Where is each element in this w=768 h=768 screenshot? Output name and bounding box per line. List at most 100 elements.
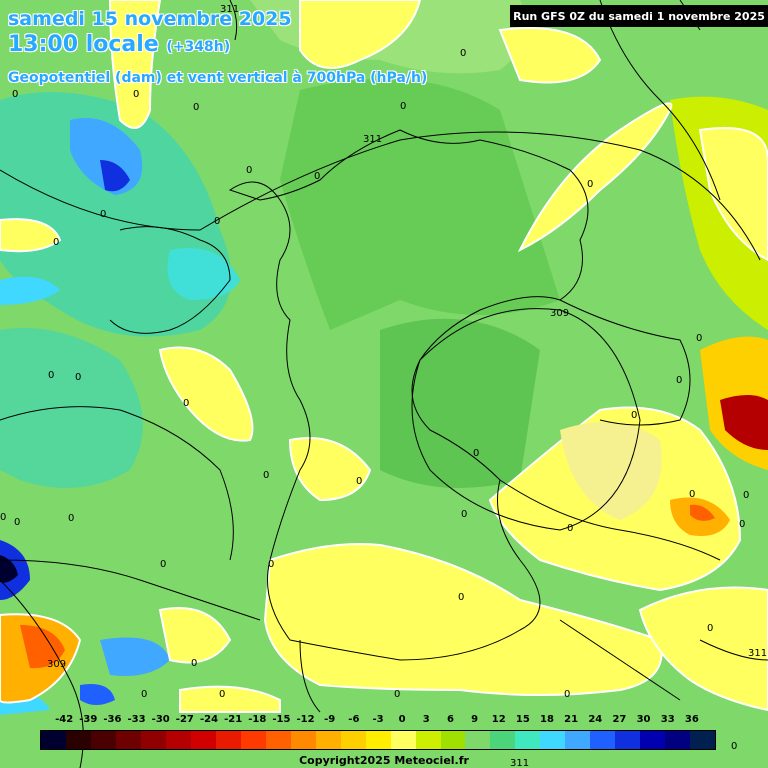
zero-label: 0 xyxy=(564,689,570,700)
scale-label: 33 xyxy=(660,714,675,725)
contour-label: 311 xyxy=(748,648,767,659)
zero-label: 0 xyxy=(191,658,197,669)
contour-311-top xyxy=(229,0,238,41)
scale-label: -30 xyxy=(151,714,170,725)
scale-swatch xyxy=(440,731,466,749)
scale-label: -12 xyxy=(296,714,315,725)
scale-label: 0 xyxy=(398,714,406,725)
scale-label: 12 xyxy=(491,714,506,725)
zero-label: 0 xyxy=(268,559,274,570)
zero-label: 0 xyxy=(356,476,362,487)
copyright: Copyright2025 Meteociel.fr xyxy=(299,754,469,767)
yellow-zone xyxy=(0,218,62,253)
yellow-zone xyxy=(288,437,372,502)
scale-label: 3 xyxy=(422,714,430,725)
yellow-zone xyxy=(638,586,768,712)
scale-label: -18 xyxy=(248,714,267,725)
scale-swatch xyxy=(115,731,141,749)
scale-swatch xyxy=(41,731,66,749)
zero-label: 0 xyxy=(219,689,225,700)
contour-label: 311 xyxy=(220,4,239,15)
yellow-zone xyxy=(108,0,162,129)
zero-label: 0 xyxy=(68,513,74,524)
zero-label: 0 xyxy=(183,398,189,409)
zero-label: 0 xyxy=(739,519,745,530)
scale-swatch xyxy=(590,731,616,749)
scale-swatch xyxy=(490,731,516,749)
zero-label: 0 xyxy=(460,48,466,59)
field-title: Geopotentiel (dam) et vent vertical à 70… xyxy=(8,70,428,86)
scale-swatch xyxy=(640,731,666,749)
scale-label: 24 xyxy=(588,714,603,725)
zero-label: 0 xyxy=(473,448,479,459)
zero-label: 0 xyxy=(587,179,593,190)
scale-swatch xyxy=(565,731,591,749)
color-scale-labels: -42 -39 -36 -33 -30 -27 -24 -21 -18 -15 -12 -9 -6 -3 0… xyxy=(40,714,716,728)
scale-swatch xyxy=(465,731,491,749)
contour-311-east xyxy=(699,639,768,661)
yellow-zone xyxy=(158,346,254,442)
zero-label: 0 xyxy=(567,523,573,534)
country-borders xyxy=(0,0,721,713)
zero-label: 0 xyxy=(100,209,106,220)
scale-swatch xyxy=(65,731,91,749)
contour-label: 311 xyxy=(510,758,529,768)
zero-label: 0 xyxy=(707,623,713,634)
blue-zone xyxy=(100,637,170,676)
scale-label: -42 xyxy=(55,714,74,725)
scale-swatch xyxy=(665,731,691,749)
scale-swatch xyxy=(340,731,366,749)
scale-label: -36 xyxy=(103,714,122,725)
red-zone xyxy=(720,395,768,450)
zero-label: 0 xyxy=(394,689,400,700)
yellow-zone xyxy=(263,543,663,696)
zero-label: 0 xyxy=(0,512,6,523)
zero-label: 0 xyxy=(631,410,637,421)
scale-swatch xyxy=(390,731,416,749)
scale-swatch xyxy=(90,731,116,749)
yellow-zone xyxy=(299,0,422,69)
scale-swatch xyxy=(140,731,166,749)
zero-label: 0 xyxy=(53,237,59,248)
contour-label: 311 xyxy=(363,134,382,145)
zero-label: 0 xyxy=(160,559,166,570)
yellow-zone xyxy=(179,685,281,713)
scale-label: -33 xyxy=(127,714,146,725)
cyan-zone xyxy=(0,276,60,305)
scale-swatch xyxy=(240,731,266,749)
zero-label: 0 xyxy=(743,490,749,501)
scale-swatch xyxy=(615,731,641,749)
zero-labels: 0 0 0 0 0 0 0 0 0 0 0 0 0 0 0 0 0 0 0 0 … xyxy=(0,48,749,752)
zero-label: 0 xyxy=(48,370,54,381)
blue-zone xyxy=(80,684,115,705)
zero-label: 0 xyxy=(75,372,81,383)
scale-swatch xyxy=(540,731,566,749)
contour-label: 309 xyxy=(550,308,569,319)
zero-label: 0 xyxy=(141,689,147,700)
zero-label: 0 xyxy=(263,470,269,481)
scale-swatch xyxy=(515,731,541,749)
scale-label: 15 xyxy=(515,714,530,725)
scale-label: -6 xyxy=(348,714,360,725)
zero-label: 0 xyxy=(689,489,695,500)
contour-311-north xyxy=(0,131,761,261)
scale-label: -27 xyxy=(175,714,194,725)
zero-label: 0 xyxy=(214,216,220,227)
map-time-text: 13:00 locale xyxy=(8,32,159,57)
zero-label: 0 xyxy=(696,333,702,344)
scale-label: 21 xyxy=(564,714,579,725)
scale-swatch xyxy=(265,731,291,749)
green-zone xyxy=(280,78,560,330)
zero-label: 0 xyxy=(461,509,467,520)
scale-label: -9 xyxy=(324,714,336,725)
zero-label: 0 xyxy=(400,101,406,112)
zero-label: 0 xyxy=(731,741,737,752)
scale-label: -15 xyxy=(272,714,291,725)
scale-label: 36 xyxy=(684,714,699,725)
scale-label: 6 xyxy=(446,714,454,725)
scale-label: 27 xyxy=(612,714,627,725)
zero-label: 0 xyxy=(314,171,320,182)
scale-label: 9 xyxy=(471,714,479,725)
scale-swatch xyxy=(415,731,441,749)
